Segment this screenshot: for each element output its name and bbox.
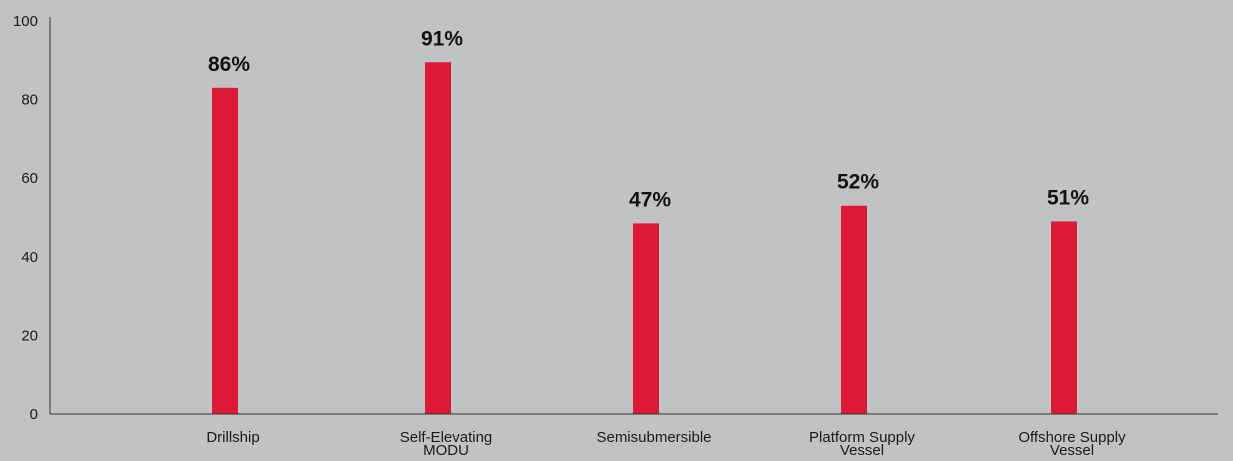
bar-data-label: 52%: [837, 171, 879, 194]
x-category-label: Self-Elevating MODU: [400, 429, 493, 459]
bar-series: [212, 62, 1077, 414]
bar-data-label: 91%: [421, 27, 463, 50]
x-category-label: Platform Supply Vessel: [809, 429, 915, 459]
bar-data-label: 47%: [629, 188, 671, 211]
y-tick-label: 0: [30, 406, 38, 423]
x-category-label: Offshore Supply Vessel: [1018, 429, 1126, 459]
bar: [841, 205, 867, 414]
bar: [1051, 221, 1077, 414]
y-tick-label: 20: [21, 327, 38, 344]
y-tick-label: 100: [13, 13, 38, 30]
y-axis-ticks: 0 20 40 60 80 100: [13, 13, 38, 423]
x-category-label: Drillship: [206, 429, 259, 446]
x-axis-category-labels: Drillship Self-Elevating MODU Semisubmersib…: [206, 429, 1126, 459]
bar: [425, 62, 451, 414]
y-tick-label: 80: [21, 92, 38, 109]
y-tick-label: 40: [21, 249, 38, 266]
bar: [633, 223, 659, 414]
bar-data-label: 86%: [208, 53, 250, 76]
y-tick-label: 60: [21, 170, 38, 187]
data-labels: 86% 91% 47% 52% 51%: [208, 27, 1089, 211]
bar-data-label: 51%: [1047, 186, 1089, 209]
bar: [212, 87, 238, 414]
x-category-label: Semisubmersible: [596, 429, 711, 446]
